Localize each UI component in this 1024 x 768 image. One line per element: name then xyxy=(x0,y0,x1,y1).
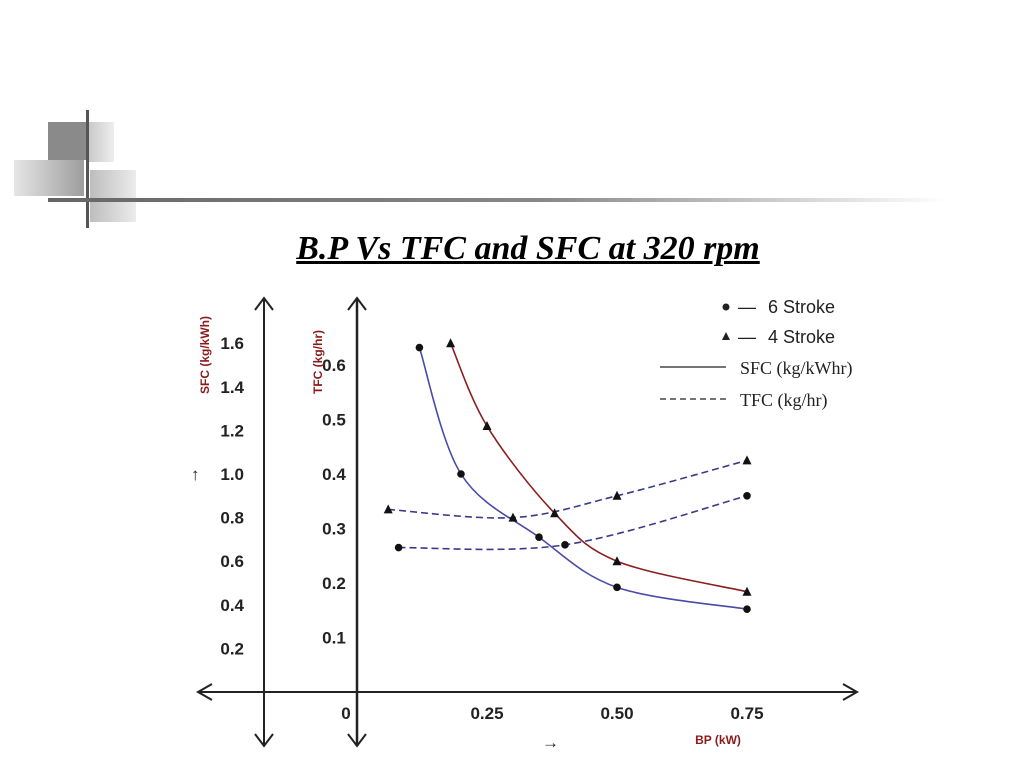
sfc-6-stroke-point xyxy=(415,343,424,352)
y-arrow: ↑ xyxy=(191,465,200,484)
chart-tick-labels: 0.20.40.60.81.01.21.41.60.10.20.30.40.50… xyxy=(220,334,763,723)
decor-square-dark xyxy=(48,122,88,160)
tfc-tick-label: 0.1 xyxy=(322,629,346,648)
legend-tfc: TFC (kg/hr) xyxy=(740,390,828,411)
sfc-tick-label: 1.0 xyxy=(220,465,244,484)
x-axis-arrow-left xyxy=(195,683,213,701)
x-tick-label: 0.75 xyxy=(730,704,763,723)
x-axis-label: BP (kW) xyxy=(695,733,741,747)
tfc-4-stroke-point xyxy=(612,490,622,500)
sfc-4-stroke-line xyxy=(449,342,748,593)
tfc-tick-label: 0.2 xyxy=(322,574,346,593)
sfc-tick-label: 0.6 xyxy=(220,552,244,571)
sfc-4-stroke-point xyxy=(612,556,622,566)
tfc-6-stroke-line xyxy=(398,495,748,551)
sfc-4-stroke-point xyxy=(482,421,492,431)
decor-horizontal-rule xyxy=(48,198,948,202)
sfc-axis-arrow-top xyxy=(254,296,274,311)
tfc-4-stroke-line xyxy=(388,459,748,519)
x-axis-arrow-right xyxy=(842,683,860,701)
sfc-axis-label: SFC (kg/kWh) xyxy=(198,316,212,394)
sfc-tick-label: 1.2 xyxy=(220,421,244,440)
x-tick-label: 0.25 xyxy=(470,704,503,723)
chart-axes xyxy=(195,296,860,748)
sfc-tick-label: 1.4 xyxy=(220,378,244,397)
sfc-6-stroke-point xyxy=(457,470,465,478)
legend-6-stroke: 6 Stroke xyxy=(768,297,835,317)
tfc-4-stroke-point xyxy=(742,455,752,465)
legend-marker-triangle xyxy=(722,332,730,340)
legend-dash-2: — xyxy=(738,327,756,347)
sfc-6-stroke-point xyxy=(613,583,621,592)
tfc-4-stroke-point xyxy=(383,504,393,514)
decor-square-light xyxy=(14,160,84,196)
tfc-6-stroke-point xyxy=(561,541,569,549)
sfc-4-stroke-point xyxy=(550,508,560,518)
decor-square-fade xyxy=(88,122,114,162)
tfc-6-stroke-point xyxy=(394,543,403,552)
x-arrow: → xyxy=(542,733,559,752)
legend-sfc: SFC (kg/kWhr) xyxy=(740,358,853,379)
tfc-tick-label: 0.3 xyxy=(322,520,346,539)
tfc-axis-arrow-top xyxy=(347,296,367,311)
sfc-tick-label: 0.8 xyxy=(220,509,244,528)
sfc-tick-label: 1.6 xyxy=(220,334,244,353)
x-tick-label: 0.50 xyxy=(600,704,633,723)
legend-dash-1: — xyxy=(738,297,756,317)
decor-square-fade-lower xyxy=(90,170,136,222)
legend: — 6 Stroke — 4 Stroke SFC (kg/kWhr) TFC … xyxy=(660,297,853,411)
sfc-axis-arrow-bottom xyxy=(254,733,274,748)
sfc-6-stroke-point xyxy=(743,605,751,613)
slide-title: B.P Vs TFC and SFC at 320 rpm xyxy=(296,230,760,267)
tfc-axis-label: TFC (kg/hr) xyxy=(311,330,325,394)
chart-series-lines xyxy=(388,342,748,610)
tfc-axis-arrow-bottom xyxy=(347,733,367,748)
legend-marker-dot xyxy=(722,303,730,311)
sfc-tick-label: 0.2 xyxy=(220,639,244,658)
chart-markers xyxy=(383,338,752,613)
tfc-tick-label: 0.6 xyxy=(322,356,346,375)
tfc-tick-label: 0.4 xyxy=(322,465,346,484)
sfc-4-stroke-point xyxy=(446,338,456,348)
tfc-tick-label: 0.5 xyxy=(322,411,346,430)
legend-4-stroke: 4 Stroke xyxy=(768,327,835,347)
tfc-4-stroke-point xyxy=(508,512,518,522)
sfc-6-stroke-point xyxy=(535,533,543,542)
tfc-6-stroke-point xyxy=(743,492,751,500)
sfc-4-stroke-point xyxy=(742,586,752,596)
sfc-tick-label: 0.4 xyxy=(220,596,244,615)
x-tick-label: 0 xyxy=(341,704,350,723)
decor-vertical-line xyxy=(86,110,89,228)
